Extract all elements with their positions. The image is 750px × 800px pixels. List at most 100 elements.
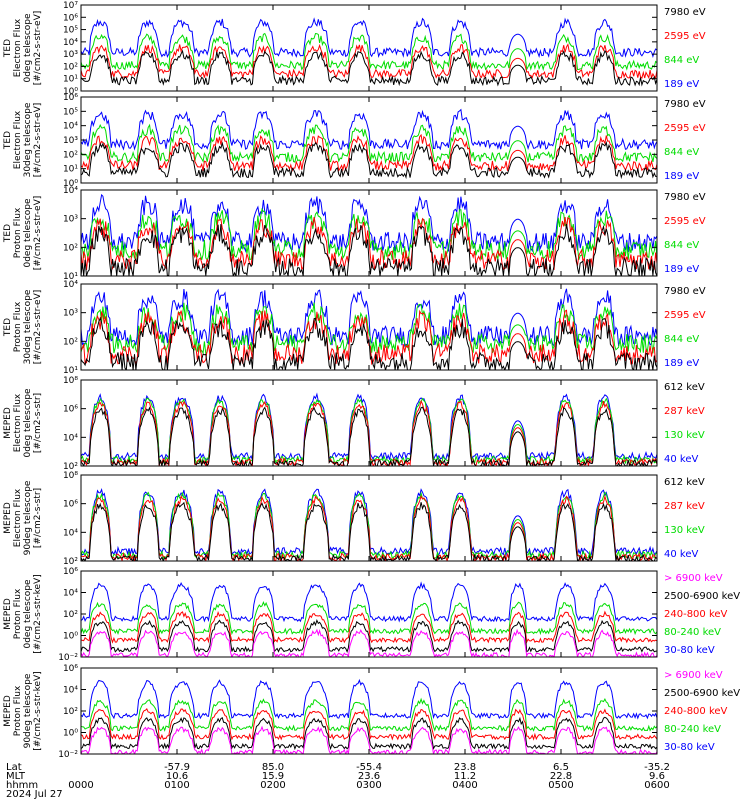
legend-entry: > 6900 keV	[664, 573, 723, 584]
x-mlt-label: 10.6	[166, 771, 188, 782]
y-tick-label: 10⁵	[63, 107, 78, 117]
legend-entry: 844 eV	[664, 147, 699, 158]
legend-entry: 189 eV	[664, 79, 699, 90]
y-axis-label-line: MEPED	[3, 502, 13, 534]
y-axis-label-line: 0deg telescope	[23, 579, 33, 649]
legend-entry: 612 keV	[664, 382, 705, 393]
panel-frame	[80, 379, 658, 467]
y-axis-label-line: [#/cm2-s-str-eV]	[33, 11, 43, 86]
y-axis-label: MEPEDProton Flux90deg telescope[#/cm2-s-…	[3, 671, 43, 750]
y-axis-label-line: 0deg telescope	[23, 198, 33, 268]
y-tick-label: 10³	[63, 136, 78, 146]
y-tick-label: 10²	[63, 62, 78, 72]
y-tick-label: 10⁴	[63, 122, 78, 132]
y-axis-label-line: Proton Flux	[13, 207, 23, 258]
series-line-meped-p-90-2	[81, 708, 657, 741]
legend-entry: 287 keV	[664, 501, 705, 512]
y-axis-label-line: [#/cm2-s-str-keV]	[33, 671, 43, 750]
x-time-label: 0400	[452, 780, 477, 791]
x-time-label: 0300	[356, 780, 381, 791]
series-line-ted-e-0-2	[81, 32, 657, 72]
y-axis-label-line: [#/cm2-s-str-keV]	[33, 574, 43, 653]
y-axis-label: MEPEDElectron Flux0deg telescope[#/cm2-s…	[3, 388, 43, 458]
series-line-ted-p-0-1	[81, 216, 657, 272]
x-lat-label: -57.9	[164, 762, 190, 773]
y-tick-label: 10⁶	[63, 500, 78, 510]
y-axis-label-line: MEPED	[3, 598, 13, 630]
y-tick-label: 10⁷	[63, 1, 78, 11]
x-row-label-hhmm: hhmm	[6, 780, 38, 791]
y-axis-label-line: TED	[3, 224, 13, 243]
series-line-ted-p-30-0	[81, 316, 657, 370]
y-tick-label: 10⁶	[63, 13, 78, 23]
legend-entry: 844 eV	[664, 55, 699, 66]
series-line-meped-e-90-1	[81, 494, 657, 561]
y-tick-label: 10²	[63, 610, 78, 620]
legend-entry: 2595 eV	[664, 31, 706, 42]
legend-entry: 80-240 keV	[664, 724, 721, 735]
y-tick-label: 10⁴	[63, 589, 78, 599]
legend-entry: 612 keV	[664, 477, 705, 488]
y-axis-label-line: Proton Flux	[13, 588, 23, 639]
series-line-meped-e-90-2	[81, 491, 657, 561]
legend-entry: 30-80 keV	[664, 645, 715, 656]
y-axis-label-line: 30deg telescope	[23, 289, 33, 364]
y-tick-label: 10⁴	[63, 528, 78, 538]
legend-entry: 7980 eV	[664, 7, 706, 18]
y-tick-label: 10⁵	[63, 26, 78, 36]
y-tick-label: 10⁴	[63, 280, 78, 290]
y-axis-label-line: 90deg telescope	[23, 673, 33, 748]
y-axis-label-line: TED	[3, 318, 13, 337]
panel-frame	[80, 4, 658, 92]
series-line-meped-p-90-0	[81, 725, 657, 754]
y-axis-label: MEPEDProton Flux0deg telescope[#/cm2-s-s…	[3, 574, 43, 653]
y-tick-label: 10²	[63, 462, 78, 472]
legend-entry: 40 keV	[664, 549, 698, 560]
x-mlt-label: 22.8	[550, 771, 572, 782]
legend-entry: 80-240 keV	[664, 627, 721, 638]
y-tick-label: 10³	[63, 309, 78, 319]
y-axis-label-line: 0deg telescope	[23, 388, 33, 458]
legend-entry: 189 eV	[664, 358, 699, 369]
y-axis-label-line: Proton Flux	[13, 685, 23, 736]
y-tick-label: 10⁻²	[58, 653, 78, 663]
y-tick-label: 10⁸	[63, 471, 78, 481]
panel-ted-p-30: 10¹ 10² 10³ 10⁴ TEDProton Flux30deg telescop…	[3, 280, 706, 376]
y-axis-label-line: [#/cm2-s-str-eV]	[33, 103, 43, 178]
y-tick-label: 10²	[63, 150, 78, 160]
y-axis-label-line: Electron Flux	[13, 110, 23, 169]
x-lat-label: -55.4	[356, 762, 382, 773]
y-axis-label-line: MEPED	[3, 407, 13, 439]
x-date-label: 2024 Jul 27	[6, 789, 63, 800]
y-axis-label: TEDProton Flux0deg telescope[#/cm2-s-str…	[3, 196, 43, 271]
x-lat-label: 85.0	[262, 762, 284, 773]
y-tick-label: 10⁰	[63, 179, 78, 189]
x-time-label: 0100	[164, 780, 189, 791]
y-tick-label: 10⁴	[63, 433, 78, 443]
legend-entry: 7980 eV	[664, 192, 706, 203]
legend-entry: 844 eV	[664, 334, 699, 345]
y-tick-label: 10¹	[63, 272, 78, 282]
series-line-ted-e-30-0	[81, 141, 657, 180]
y-tick-label: 10¹	[63, 366, 78, 376]
y-tick-label: 10⁸	[63, 376, 78, 386]
series-line-ted-p-0-2	[81, 207, 657, 261]
y-tick-label: 10⁶	[63, 93, 78, 103]
panel-meped-p-90: 10⁻² 10⁰ 10² 10⁴ 10⁶ MEPEDProton Flux90deg te…	[3, 664, 740, 760]
x-time-label: 0500	[548, 780, 573, 791]
y-axis-label-line: Electron Flux	[13, 18, 23, 77]
y-tick-label: 10²	[63, 557, 78, 567]
panel-frame	[80, 667, 658, 755]
series-line-meped-p-0-4	[81, 581, 657, 623]
y-tick-label: 10⁴	[63, 186, 78, 196]
y-tick-label: 10⁴	[63, 686, 78, 696]
series-line-meped-e-90-0	[81, 501, 657, 561]
x-mlt-label: 9.6	[649, 771, 665, 782]
y-axis-label-line: 90deg telescope	[23, 480, 33, 555]
y-tick-label: 10²	[63, 243, 78, 253]
y-axis-label-line: 30deg telescope	[23, 102, 33, 177]
y-axis-label-line: TED	[3, 131, 13, 150]
panel-meped-p-0: 10⁻² 10⁰ 10² 10⁴ 10⁶ MEPEDProton Flux0deg tel…	[3, 567, 740, 663]
panel-ted-e-0: 10⁰ 10¹ 10² 10³ 10⁴ 10⁵ 10⁶ 10⁷ TEDElectron Flux…	[3, 1, 706, 97]
